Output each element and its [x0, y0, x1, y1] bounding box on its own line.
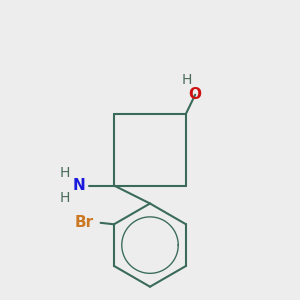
Text: Br: Br: [75, 215, 94, 230]
Text: N: N: [72, 178, 85, 193]
Text: H: H: [182, 74, 192, 88]
Text: H: H: [60, 166, 70, 180]
Text: H: H: [60, 191, 70, 205]
Text: O: O: [189, 87, 202, 102]
